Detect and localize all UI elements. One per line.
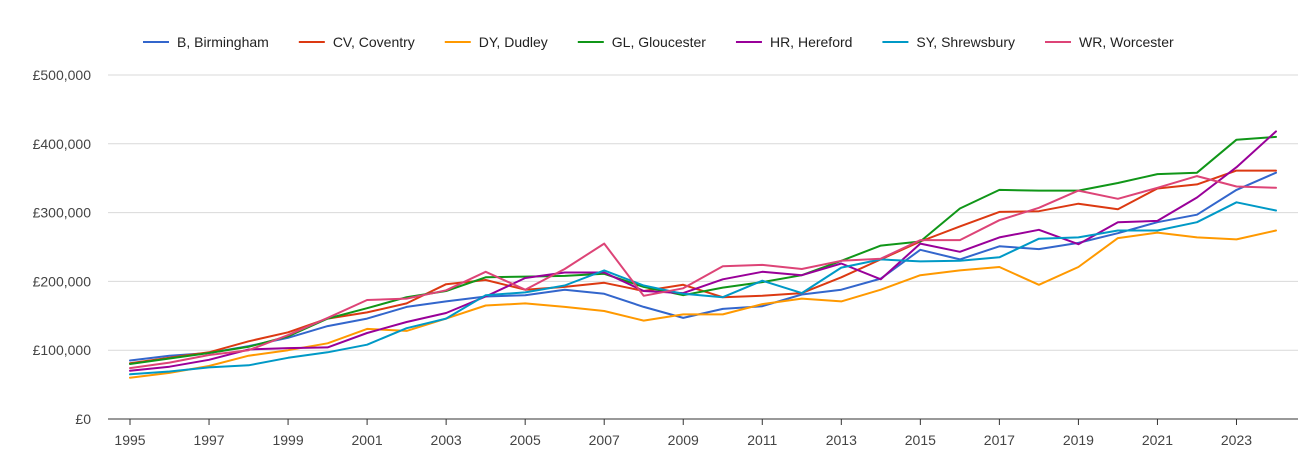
legend-label: CV, Coventry [333, 34, 415, 50]
x-tick-label: 2013 [826, 432, 857, 448]
series-line-hr-hereford [129, 130, 1277, 372]
legend-label: WR, Worcester [1079, 34, 1174, 50]
legend-label: DY, Dudley [479, 34, 548, 50]
series-line-b-birmingham [129, 171, 1277, 362]
y-tick-label: £200,000 [33, 273, 92, 289]
y-tick-label: £500,000 [33, 67, 92, 83]
legend-item-dy-dudley: DY, Dudley [444, 34, 548, 50]
y-tick-label: £0 [75, 411, 91, 427]
series-line-dy-dudley [129, 229, 1277, 379]
y-tick-label: £300,000 [33, 205, 92, 221]
x-tick-label: 2007 [589, 432, 620, 448]
x-tick-label: 2023 [1221, 432, 1252, 448]
series-lines [129, 130, 1277, 379]
x-tick-label: 1999 [272, 432, 303, 448]
series-line-sy-shrewsbury [129, 201, 1277, 376]
x-tick-label: 2001 [352, 432, 383, 448]
y-tick-label: £400,000 [33, 136, 92, 152]
legend-label: B, Birmingham [177, 34, 269, 50]
y-tick-label: £100,000 [33, 342, 92, 358]
x-tick-label: 2015 [905, 432, 936, 448]
x-tick-label: 2011 [747, 432, 777, 448]
legend-label: SY, Shrewsbury [916, 34, 1015, 50]
x-tick-label: 1997 [193, 432, 224, 448]
x-tick-label: 2017 [984, 432, 1015, 448]
legend-item-sy-shrewsbury: SY, Shrewsbury [882, 34, 1015, 50]
legend: B, Birmingham CV, Coventry DY, Dudley GL, G… [143, 34, 1174, 50]
legend-item-hr-hereford: HR, Hereford [735, 34, 852, 50]
legend-label: GL, Gloucester [612, 34, 706, 50]
x-tick-label: 1995 [114, 432, 145, 448]
x-tick-label: 2021 [1142, 432, 1173, 448]
x-tick-label: 2009 [668, 432, 699, 448]
x-tick-label: 2003 [431, 432, 462, 448]
gridlines [108, 74, 1298, 351]
y-axis-tick-labels: £0 £100,000 £200,000 £300,000 £400,000 £500,0… [33, 67, 92, 427]
series-line-wr-worcester [129, 175, 1277, 370]
x-tick-label: 2005 [510, 432, 541, 448]
legend-item-cv-coventry: CV, Coventry [298, 34, 415, 50]
x-axis-tick-labels: 1995 1997 1999 2001 2003 2005 2007 2009 2011 2013… [114, 419, 1252, 448]
legend-item-wr-worcester: WR, Worcester [1045, 34, 1174, 50]
legend-item-b-birmingham: B, Birmingham [143, 34, 269, 50]
legend-label: HR, Hereford [770, 34, 852, 50]
legend-item-gl-gloucester: GL, Gloucester [577, 34, 706, 50]
x-tick-label: 2019 [1063, 432, 1094, 448]
